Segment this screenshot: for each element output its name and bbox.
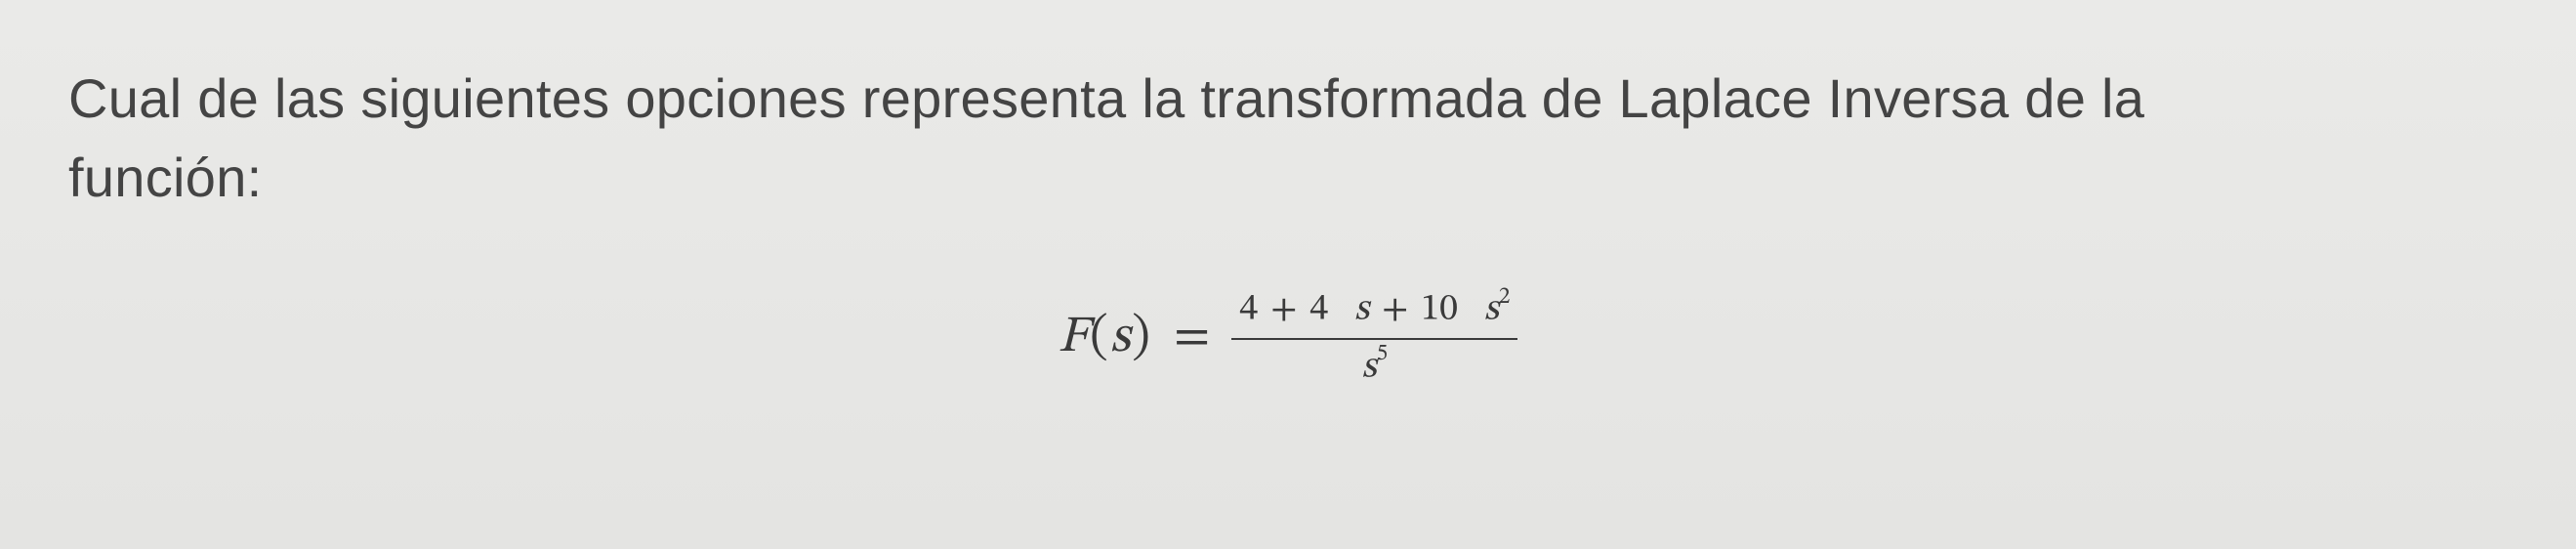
question-line-2: función: bbox=[68, 147, 263, 208]
den-v: s bbox=[1362, 349, 1377, 386]
equals-sign: = bbox=[1152, 307, 1231, 370]
num-op2: + bbox=[1378, 292, 1412, 329]
formula-lhs-fn: F bbox=[1059, 307, 1089, 370]
question-line-1: Cual de las siguientes opciones represen… bbox=[68, 67, 2144, 129]
open-paren: ( bbox=[1088, 307, 1110, 370]
num-op1: + bbox=[1267, 292, 1301, 329]
question-text: Cual de las siguientes opciones represen… bbox=[68, 59, 2508, 217]
num-c1: 4 bbox=[1309, 292, 1328, 329]
fraction: 4 + 4 s + 10 s2 s5 bbox=[1231, 285, 1517, 392]
num-c0: 4 bbox=[1239, 292, 1258, 329]
num-v1: s bbox=[1354, 292, 1369, 329]
close-paren: ) bbox=[1130, 307, 1152, 370]
num-c2: 10 bbox=[1421, 292, 1458, 329]
fraction-denominator: s5 bbox=[1354, 343, 1396, 392]
formula-container: F ( s ) = 4 + 4 s + 10 s2 s5 bbox=[68, 285, 2508, 392]
fraction-numerator: 4 + 4 s + 10 s2 bbox=[1231, 285, 1517, 334]
formula-lhs-arg: s bbox=[1110, 307, 1131, 370]
num-v2: s bbox=[1484, 292, 1499, 329]
den-exp: 5 bbox=[1377, 342, 1389, 365]
fraction-bar bbox=[1231, 338, 1517, 340]
num-v2-exp: 2 bbox=[1499, 285, 1511, 309]
formula: F ( s ) = 4 + 4 s + 10 s2 s5 bbox=[1059, 285, 1518, 392]
question-page: Cual de las siguientes opciones represen… bbox=[0, 0, 2576, 549]
